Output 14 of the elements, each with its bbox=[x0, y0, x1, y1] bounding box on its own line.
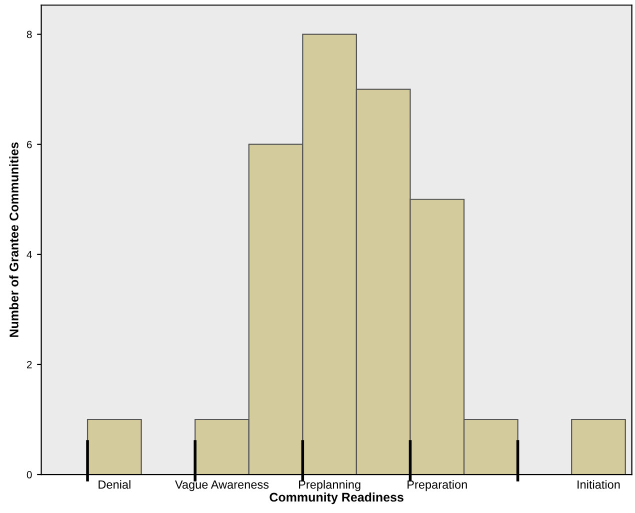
x-axis-title: Community Readiness bbox=[270, 492, 404, 504]
bar bbox=[86, 418, 142, 475]
x-tick-label: Preplanning bbox=[299, 480, 360, 492]
y-tick-label: 4 bbox=[26, 251, 32, 258]
x-tick-label: Vague Awareness bbox=[175, 480, 269, 492]
y-tick-label: 8 bbox=[26, 30, 32, 38]
x-tick-label: Preparation bbox=[408, 480, 467, 492]
x-tick-label: Denial bbox=[98, 480, 130, 489]
x-tick-label: Initiation bbox=[578, 480, 620, 489]
bar bbox=[571, 418, 626, 475]
y-axis-title: Number of Grantee Communities bbox=[9, 142, 18, 337]
y-tick-label: 0 bbox=[26, 471, 32, 478]
y-tick-label: 2 bbox=[26, 360, 32, 368]
y-tick-label: 6 bbox=[26, 140, 32, 148]
